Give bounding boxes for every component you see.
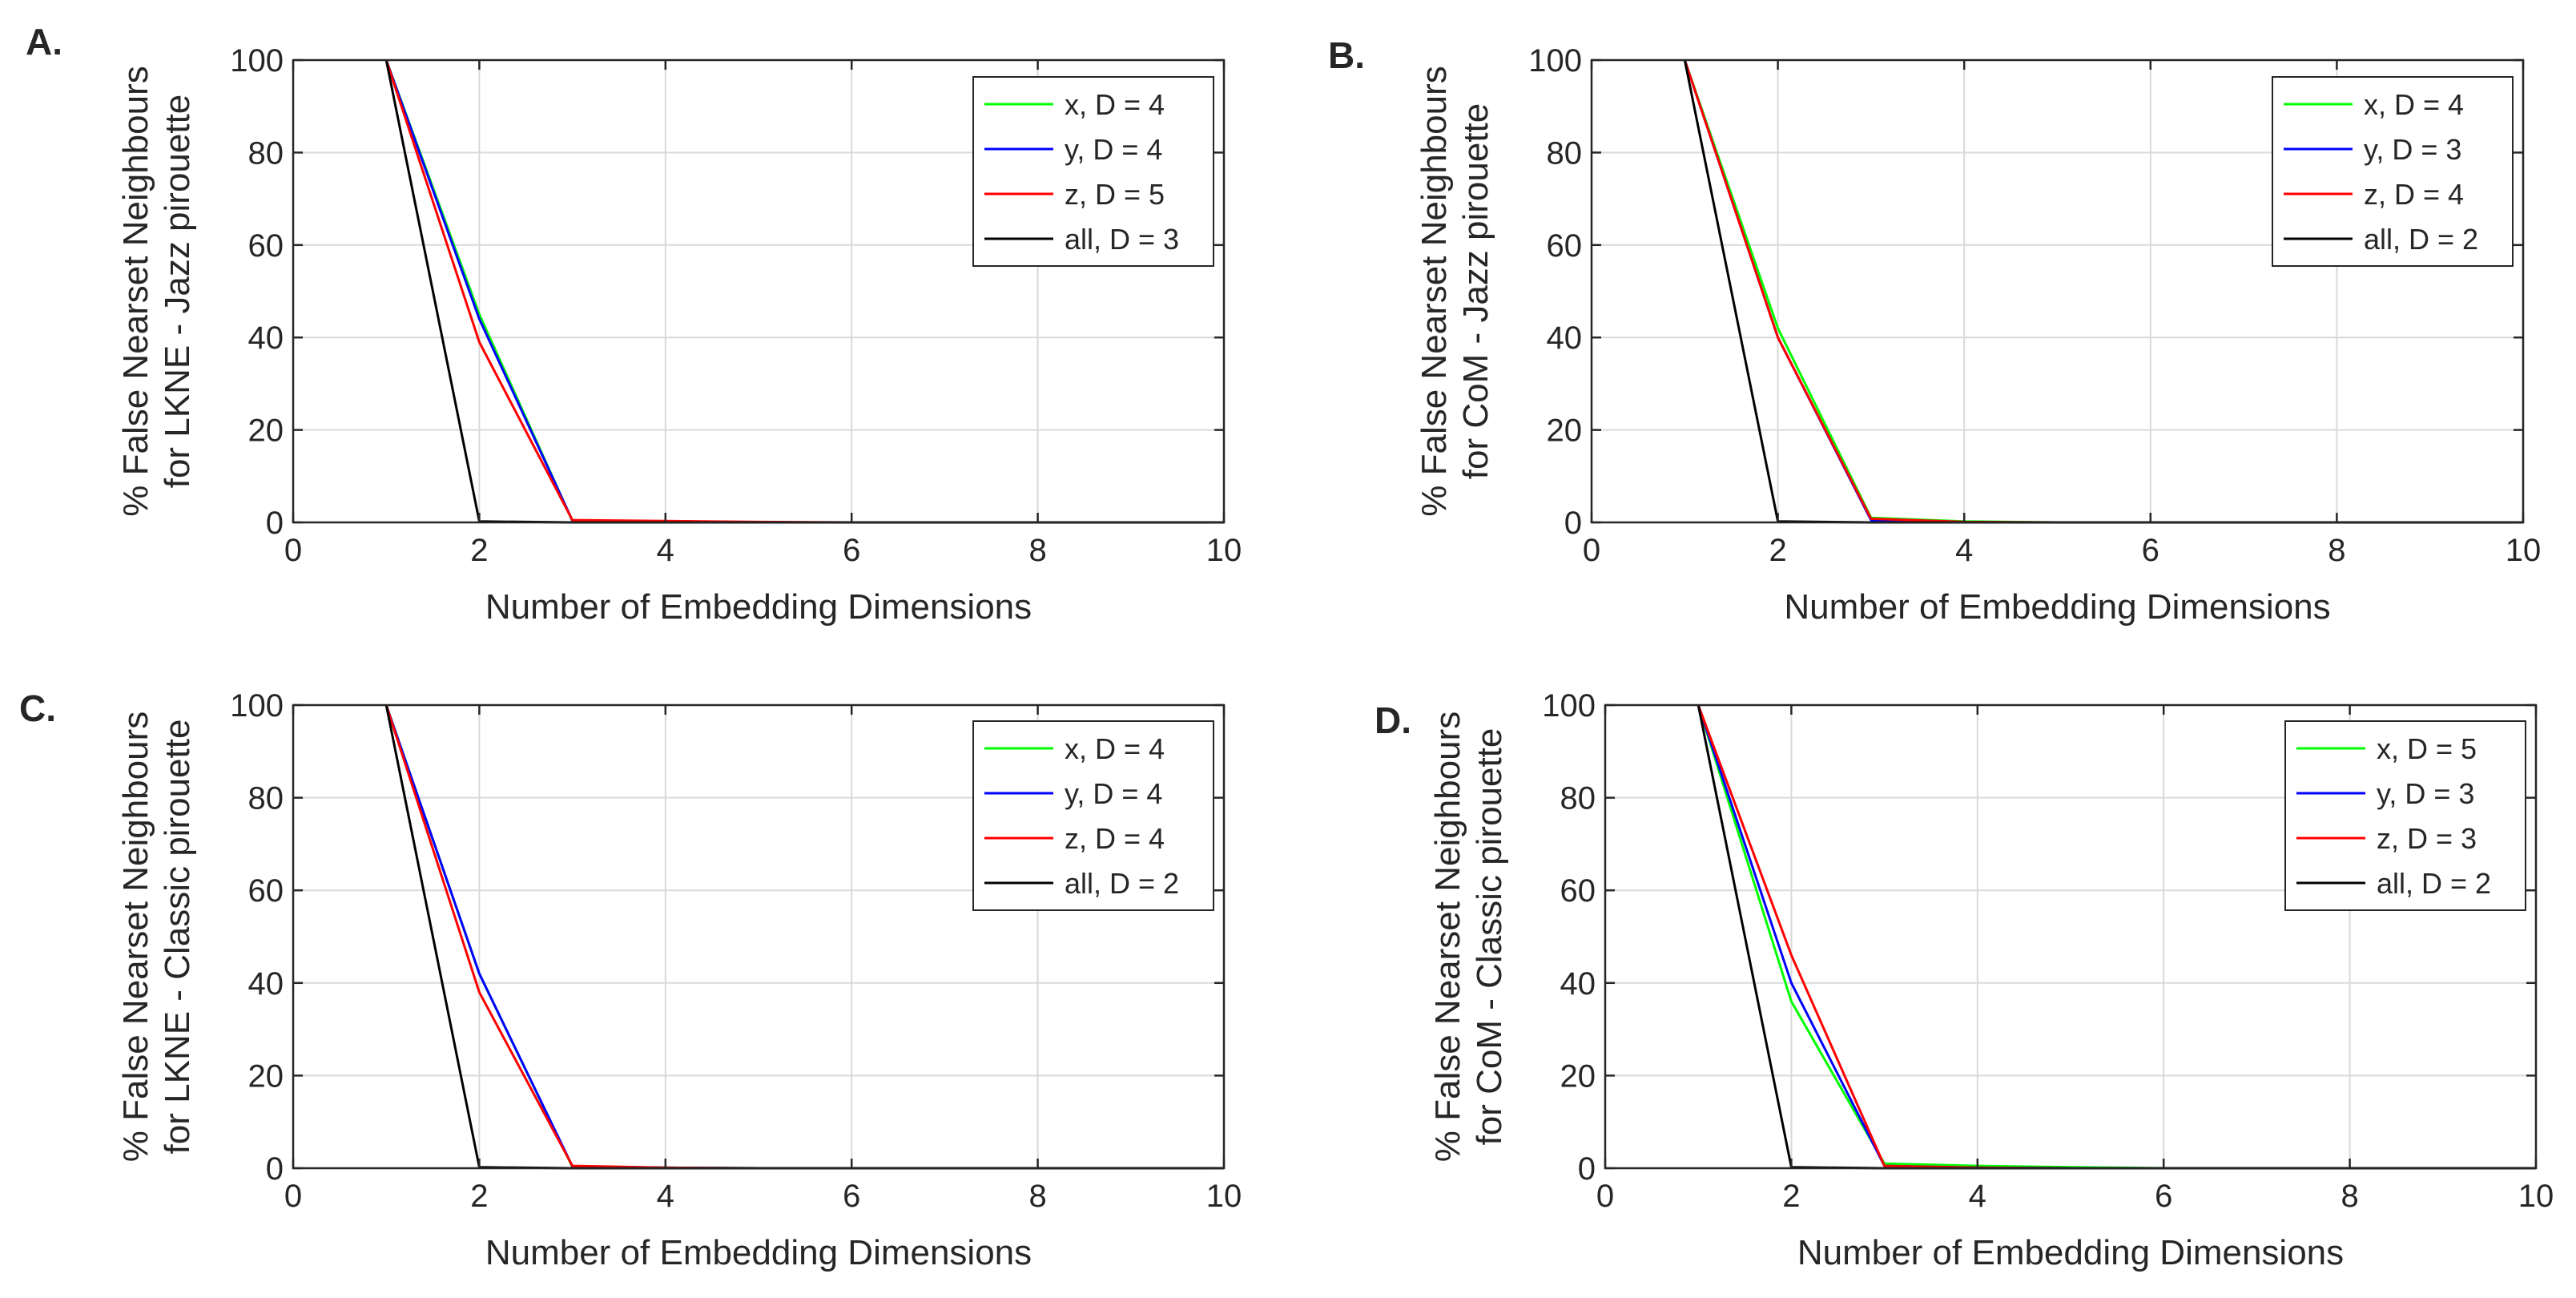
chart-2-ylabel-line-1: for LKNE - Classic pirouette: [158, 720, 197, 1155]
chart-1-xtick-label-0: 0: [1583, 533, 1600, 568]
chart-3-legend-label-all: all, D = 2: [2377, 867, 2491, 900]
chart-2-legend-label-z: z, D = 4: [1065, 822, 1165, 855]
chart-3-ylabel-line-0: % False Nearset Neighbours: [1428, 711, 1467, 1162]
chart-0-xlabel: Number of Embedding Dimensions: [485, 587, 1032, 627]
chart-0-ylabel-line-0: % False Nearset Neighbours: [116, 66, 155, 516]
chart-1-legend-label-y: y, D = 3: [2364, 133, 2461, 166]
chart-3-ytick-label-1: 20: [1560, 1058, 1596, 1094]
chart-1-legend-label-all: all, D = 2: [2364, 223, 2478, 256]
chart-2-xtick-label-5: 10: [1206, 1179, 1242, 1214]
chart-0-ytick-label-4: 80: [248, 135, 284, 171]
chart-3-ytick-label-0: 0: [1578, 1151, 1596, 1187]
chart-3-legend-box: [2284, 720, 2526, 911]
chart-1-ytick-label-4: 80: [1547, 135, 1583, 171]
chart-2-ylabel-line-0: % False Nearset Neighbours: [116, 711, 155, 1162]
chart-2-ytick-label-4: 80: [248, 781, 284, 816]
chart-1-ylabel-line-1: for CoM - Jazz pirouette: [1456, 103, 1495, 480]
chart-1-ytick-label-0: 0: [1564, 506, 1582, 541]
chart-1-xtick-label-5: 10: [2506, 533, 2542, 568]
chart-1-xlabel: Number of Embedding Dimensions: [1784, 587, 2330, 627]
chart-1-ytick-label-1: 20: [1547, 413, 1583, 449]
chart-0-xtick-label-3: 6: [843, 533, 860, 568]
chart-0-panel-letter: A.: [26, 21, 62, 62]
chart-2-ytick-label-2: 40: [248, 966, 284, 1002]
chart-2-legend: x, D = 4 y, D = 4 z, D = 4 all, D = 2: [972, 720, 1214, 911]
chart-0-legend-label-y: y, D = 4: [1065, 133, 1162, 166]
chart-2-ytick-label-1: 20: [248, 1058, 284, 1094]
chart-3-ytick-label-3: 60: [1560, 873, 1596, 909]
chart-3-ytick-label-2: 40: [1560, 966, 1596, 1002]
chart-2-xtick-label-2: 4: [657, 1179, 674, 1214]
chart-1-ylabel-line-0: % False Nearset Neighbours: [1415, 66, 1454, 516]
chart-2-ytick-label-5: 100: [230, 688, 284, 724]
chart-0-xtick-label-2: 4: [657, 533, 674, 568]
chart-3-xtick-label-2: 4: [1969, 1179, 1986, 1214]
chart-3-ytick-label-4: 80: [1560, 781, 1596, 816]
chart-2-ytick-label-0: 0: [266, 1151, 284, 1187]
chart-3-legend-label-x: x, D = 5: [2377, 732, 2477, 765]
chart-0-axes-box: [292, 58, 1226, 524]
chart-0-legend-label-x: x, D = 4: [1065, 88, 1165, 121]
chart-1-panel-letter: B.: [1328, 34, 1365, 76]
chart-2-legend-label-all: all, D = 2: [1065, 867, 1179, 900]
chart-2-legend-label-y: y, D = 4: [1065, 777, 1162, 810]
chart-2-xtick-label-3: 6: [843, 1179, 860, 1214]
chart-3-xtick-label-5: 10: [2518, 1179, 2554, 1214]
chart-1-legend-label-x: x, D = 4: [2364, 88, 2464, 121]
chart-3-ytick-label-5: 100: [1542, 688, 1596, 724]
chart-3-axes-box: [1604, 703, 2538, 1170]
chart-3-ylabel-line-1: for CoM - Classic pirouette: [1470, 728, 1509, 1146]
chart-3-legend: x, D = 5 y, D = 3 z, D = 3 all, D = 2: [2284, 720, 2526, 911]
chart-2-panel-letter: C.: [19, 687, 56, 729]
chart-1-legend: x, D = 4 y, D = 3 z, D = 4 all, D = 2: [2272, 76, 2514, 267]
chart-1-ytick-label-5: 100: [1528, 43, 1582, 79]
chart-1-xtick-label-2: 4: [1955, 533, 1973, 568]
chart-1-axes-box: [1590, 58, 2525, 524]
chart-2-xtick-label-0: 0: [284, 1179, 302, 1214]
chart-1-ytick-label-3: 60: [1547, 228, 1583, 264]
chart-2-legend-label-x: x, D = 4: [1065, 732, 1165, 765]
chart-2-xtick-label-1: 2: [470, 1179, 488, 1214]
chart-0-legend-label-all: all, D = 3: [1065, 223, 1179, 256]
chart-2-axes-box: [292, 703, 1226, 1170]
chart-3-panel-letter: D.: [1375, 699, 1411, 741]
chart-0-legend-box: [972, 76, 1214, 267]
chart-0-xtick-label-4: 8: [1028, 533, 1046, 568]
chart-0-legend: x, D = 4 y, D = 4 z, D = 5 all, D = 3: [972, 76, 1214, 267]
chart-3-xtick-label-4: 8: [2341, 1179, 2358, 1214]
chart-0-ytick-label-2: 40: [248, 320, 284, 356]
chart-2-xlabel: Number of Embedding Dimensions: [485, 1233, 1032, 1272]
chart-3-legend-label-z: z, D = 3: [2377, 822, 2477, 855]
chart-2-xtick-label-4: 8: [1028, 1179, 1046, 1214]
chart-0-legend-label-z: z, D = 5: [1065, 178, 1165, 211]
chart-0-ytick-label-0: 0: [266, 506, 284, 541]
chart-0-xtick-label-0: 0: [284, 533, 302, 568]
chart-3-xlabel: Number of Embedding Dimensions: [1797, 1233, 2344, 1272]
chart-0-ytick-label-1: 20: [248, 413, 284, 449]
chart-3-xtick-label-1: 2: [1782, 1179, 1800, 1214]
chart-0-xtick-label-5: 10: [1206, 533, 1242, 568]
chart-1-xtick-label-1: 2: [1769, 533, 1786, 568]
chart-1-legend-label-z: z, D = 4: [2364, 178, 2464, 211]
chart-0-ylabel-line-1: for LKNE - Jazz pirouette: [158, 95, 197, 489]
chart-2-ytick-label-3: 60: [248, 873, 284, 909]
chart-1-ytick-label-2: 40: [1547, 320, 1583, 356]
chart-0-ytick-label-3: 60: [248, 228, 284, 264]
chart-3-xtick-label-3: 6: [2155, 1179, 2172, 1214]
chart-3-legend-label-y: y, D = 3: [2377, 777, 2474, 810]
chart-2-legend-box: [972, 720, 1214, 911]
chart-1-legend-box: [2272, 76, 2514, 267]
chart-0-xtick-label-1: 2: [470, 533, 488, 568]
chart-1-xtick-label-4: 8: [2328, 533, 2345, 568]
chart-1-xtick-label-3: 6: [2142, 533, 2159, 568]
chart-3-xtick-label-0: 0: [1596, 1179, 1614, 1214]
chart-0-ytick-label-5: 100: [230, 43, 284, 79]
